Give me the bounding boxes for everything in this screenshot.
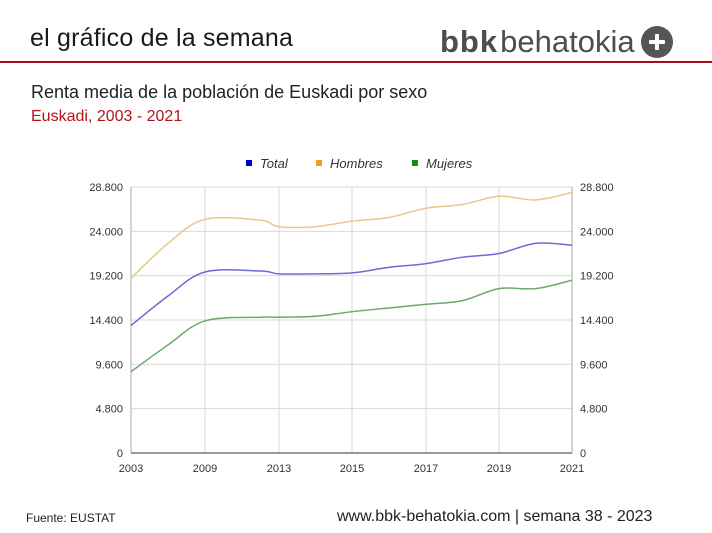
data-point-total: [387, 265, 392, 270]
bbk-behatokia-logo[interactable]: bbk behatokia: [440, 22, 673, 62]
data-point-hombres: [129, 276, 134, 281]
footer-text[interactable]: www.bbk-behatokia.com | semana 38 - 2023: [337, 508, 653, 525]
y-tick-label-right: 24.000: [580, 226, 614, 238]
data-point-total: [533, 241, 538, 246]
data-point-mujeres: [460, 298, 465, 303]
chart-title: Renta media de la población de Euskadi p…: [31, 82, 428, 102]
y-tick-label-left: 24.000: [89, 226, 123, 238]
y-tick-label-right: 28.800: [580, 182, 614, 194]
data-point-total: [277, 271, 282, 276]
logo-bbk: bbk: [440, 24, 499, 59]
x-tick-label: 2013: [267, 463, 291, 475]
series-line-mujeres: [130, 279, 573, 373]
data-point-total: [570, 243, 575, 248]
data-point-mujeres: [258, 315, 263, 320]
data-point-hombres: [258, 218, 263, 223]
data-point-mujeres: [129, 369, 134, 374]
data-point-mujeres: [424, 302, 429, 307]
data-point-total: [424, 261, 429, 266]
data-point-mujeres: [570, 278, 575, 283]
data-point-hombres: [166, 241, 171, 246]
data-point-total: [129, 323, 134, 328]
legend-label-mujeres: Mujeres: [426, 156, 473, 171]
data-point-hombres: [350, 219, 355, 224]
data-point-total: [350, 270, 355, 275]
y-tick-label-right: 14.400: [580, 315, 614, 327]
y-tick-label-left: 14.400: [89, 315, 123, 327]
legend-swatch-hombres: [316, 160, 322, 166]
y-tick-label-right: 9.600: [580, 359, 608, 371]
data-point-mujeres: [277, 315, 282, 320]
x-tick-label: 2019: [487, 463, 511, 475]
series-line-total: [130, 242, 573, 327]
data-point-hombres: [203, 217, 208, 222]
data-point-mujeres: [533, 286, 538, 291]
y-tick-label-left: 28.800: [89, 182, 123, 194]
data-point-total: [203, 269, 208, 274]
source-note: Fuente: EUSTAT: [26, 511, 116, 525]
series-line-hombres: [130, 191, 573, 279]
data-point-mujeres: [350, 309, 355, 314]
data-point-mujeres: [203, 318, 208, 323]
legend-label-total: Total: [260, 156, 289, 171]
data-point-hombres: [424, 206, 429, 211]
data-point-total: [166, 293, 171, 298]
legend-swatch-total: [246, 160, 252, 166]
x-tick-label: 2003: [119, 463, 143, 475]
chart-series: [129, 190, 575, 374]
chart-grid: [130, 186, 573, 454]
data-point-hombres: [460, 202, 465, 207]
data-point-total: [258, 269, 263, 274]
data-point-mujeres: [313, 314, 318, 319]
data-point-hombres: [497, 194, 502, 199]
chart-subtitle: Euskadi, 2003 - 2021: [31, 108, 183, 125]
x-tick-label: 2015: [340, 463, 364, 475]
y-tick-label-right: 4.800: [580, 404, 608, 416]
data-point-hombres: [277, 224, 282, 229]
logo-behatokia: behatokia: [500, 24, 635, 59]
data-point-total: [497, 251, 502, 256]
x-tick-label: 2009: [193, 463, 217, 475]
y-tick-label-right: 19.200: [580, 271, 614, 283]
data-point-hombres: [570, 190, 575, 195]
data-point-mujeres: [166, 342, 171, 347]
y-tick-label-left: 4.800: [95, 404, 123, 416]
data-point-hombres: [533, 197, 538, 202]
y-tick-label-left: 0: [117, 448, 123, 460]
data-point-hombres: [313, 224, 318, 229]
legend-swatch-mujeres: [412, 160, 418, 166]
header-divider: [0, 61, 712, 63]
x-tick-label: 2021: [560, 463, 584, 475]
y-tick-label-right: 0: [580, 448, 586, 460]
y-tick-label-left: 9.600: [95, 359, 123, 371]
data-point-mujeres: [497, 286, 502, 291]
data-point-mujeres: [387, 305, 392, 310]
data-point-total: [460, 255, 465, 260]
y-tick-label-left: 19.200: [89, 271, 123, 283]
chart-axes: 0 0 4.800 4.800 9.600 9.600 14.400 14.400 19.200…: [89, 182, 613, 475]
page-title: el gráfico de la semana: [30, 24, 294, 52]
x-tick-label: 2017: [414, 463, 438, 475]
plus-circle-icon: [640, 26, 673, 58]
legend-label-hombres: Hombres: [330, 156, 383, 171]
data-point-hombres: [387, 215, 392, 220]
chart-legend[interactable]: Total Hombres Mujeres: [246, 156, 473, 171]
data-point-total: [313, 271, 318, 276]
